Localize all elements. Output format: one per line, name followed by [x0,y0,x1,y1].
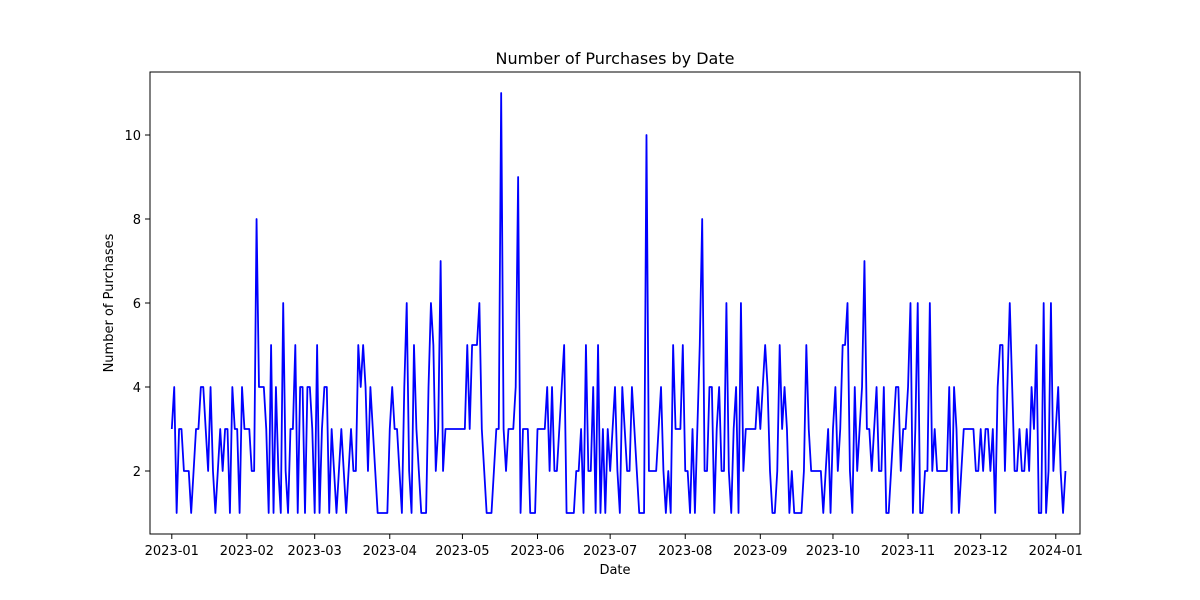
chart-title: Number of Purchases by Date [496,49,735,68]
y-tick-label: 2 [133,465,141,480]
x-tick-label: 2023-03 [288,544,342,559]
x-tick-label: 2023-04 [363,544,417,559]
plot-area [150,72,1080,534]
x-axis-ticks: 2023-01 2023-02 2023-03 2023-04 2023-05 2023-… [145,534,1083,559]
x-tick-label: 2023-05 [435,544,489,559]
y-axis-label: Number of Purchases [102,233,117,372]
chart-marks [170,92,1067,514]
x-tick-label: 2023-11 [881,544,935,559]
series-line-0 [170,92,1067,514]
x-tick-label: 2023-10 [806,544,860,559]
y-axis-ticks: 2 4 6 8 10 [124,129,150,480]
x-tick-label: 2023-09 [733,544,787,559]
x-tick-label: 2023-12 [954,544,1008,559]
y-tick-label: 10 [124,129,141,144]
x-axis-label: Date [599,563,630,578]
y-tick-label: 4 [133,381,141,396]
x-tick-label: 2023-02 [220,544,274,559]
x-tick-label: 2023-07 [583,544,637,559]
x-tick-label: 2023-01 [145,544,199,559]
x-tick-label: 2023-08 [658,544,712,559]
y-tick-label: 8 [133,213,141,228]
x-tick-label: 2024-01 [1029,544,1083,559]
plot-frame [149,71,1081,535]
x-tick-label: 2023-06 [510,544,564,559]
y-tick-label: 6 [133,297,141,312]
